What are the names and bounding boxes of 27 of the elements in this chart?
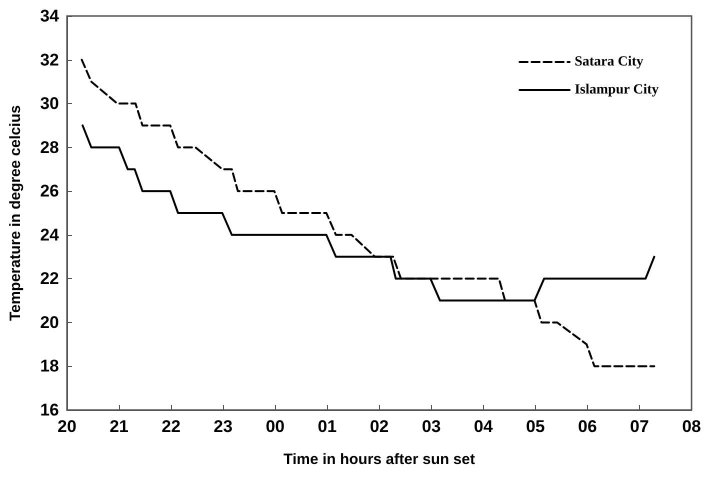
x-tick-label: 06 [578, 417, 597, 436]
x-tick-label: 20 [58, 417, 76, 436]
y-tick-label: 20 [40, 312, 59, 332]
y-tick-label: 22 [40, 269, 59, 288]
y-tick-label: 18 [40, 356, 59, 376]
x-tick-label: 22 [162, 417, 181, 436]
y-axis-title: Temperature in degree celcius [7, 105, 24, 321]
x-tick-label: 21 [110, 417, 129, 436]
legend-label: Islampur City [574, 82, 659, 98]
x-tick-label: 02 [370, 417, 389, 436]
x-tick-label: 08 [682, 417, 702, 436]
x-tick-label: 03 [422, 417, 441, 436]
y-tick-label: 34 [40, 6, 60, 26]
x-axis-title: Time in hours after sun set [284, 451, 475, 468]
y-tick-label: 30 [40, 94, 59, 114]
x-tick-label: 05 [526, 417, 545, 436]
y-tick-label: 26 [40, 182, 59, 201]
legend-label: Satara City [574, 54, 644, 70]
y-tick-label: 16 [40, 400, 59, 420]
y-tick-label: 32 [40, 50, 59, 70]
x-tick-label: 07 [630, 417, 649, 436]
x-tick-label: 23 [214, 417, 233, 436]
x-tick-label: 04 [474, 417, 494, 436]
y-tick-label: 24 [40, 225, 60, 244]
x-tick-label: 00 [266, 417, 285, 436]
x-tick-label: 01 [318, 417, 337, 436]
y-tick-label: 28 [40, 138, 59, 157]
